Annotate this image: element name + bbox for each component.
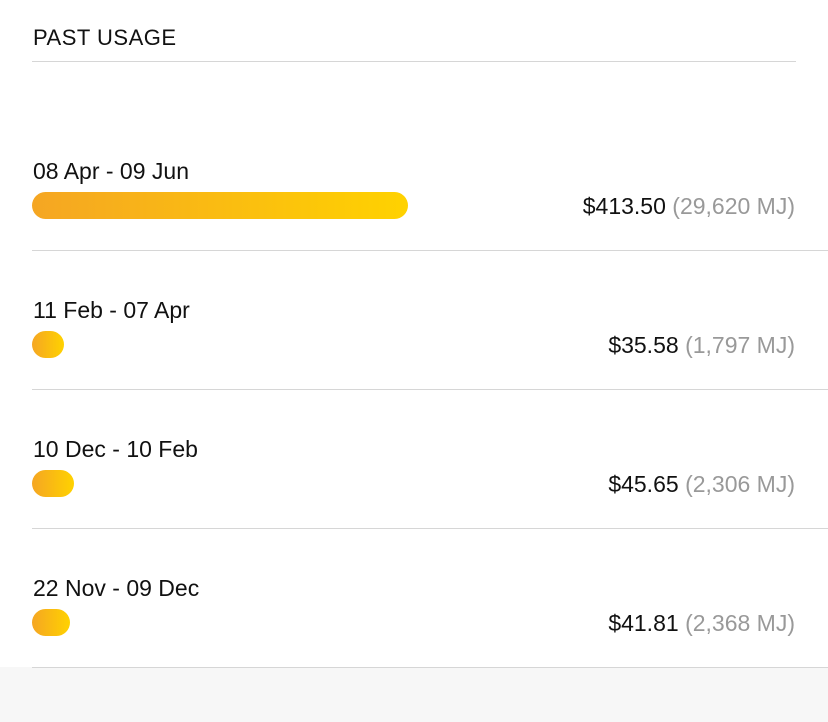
divider xyxy=(32,667,828,668)
usage-energy: (1,797 MJ) xyxy=(685,332,795,358)
usage-bar xyxy=(32,331,64,358)
usage-energy: (29,620 MJ) xyxy=(672,193,795,219)
section-title: PAST USAGE xyxy=(33,25,177,50)
usage-period: 10 Dec - 10 Feb xyxy=(33,436,198,462)
usage-cost: $413.50 xyxy=(582,193,666,219)
divider xyxy=(32,389,828,390)
divider xyxy=(32,250,828,251)
usage-cost: $45.65 xyxy=(608,471,679,497)
usage-period: 11 Feb - 07 Apr xyxy=(33,297,190,323)
usage-row[interactable]: 22 Nov - 09 Dec $41.81 (2,368 MJ) xyxy=(0,575,828,722)
usage-bar xyxy=(32,609,70,636)
usage-cost: $35.58 xyxy=(608,332,679,358)
usage-amount: $413.50 (29,620 MJ) xyxy=(583,193,795,220)
divider xyxy=(32,528,828,529)
usage-bar xyxy=(32,470,74,497)
usage-cost: $41.81 xyxy=(608,610,679,636)
usage-row[interactable]: 11 Feb - 07 Apr $35.58 (1,797 MJ) xyxy=(0,297,828,444)
usage-period: 22 Nov - 09 Dec xyxy=(33,575,200,601)
usage-energy: (2,306 MJ) xyxy=(685,471,795,497)
usage-amount: $35.58 (1,797 MJ) xyxy=(608,332,795,359)
past-usage-panel: PAST USAGE 08 Apr - 09 Jun $413.50 (29,62… xyxy=(0,25,828,668)
usage-amount: $41.81 (2,368 MJ) xyxy=(608,610,795,637)
usage-amount: $45.65 (2,306 MJ) xyxy=(608,471,795,498)
usage-row[interactable]: 10 Dec - 10 Feb $45.65 (2,306 MJ) xyxy=(0,436,828,583)
divider xyxy=(32,61,796,62)
usage-energy: (2,368 MJ) xyxy=(685,610,795,636)
usage-period: 08 Apr - 09 Jun xyxy=(33,158,189,184)
usage-row[interactable]: 08 Apr - 09 Jun $413.50 (29,620 MJ) xyxy=(0,158,828,305)
usage-bar xyxy=(32,192,408,219)
